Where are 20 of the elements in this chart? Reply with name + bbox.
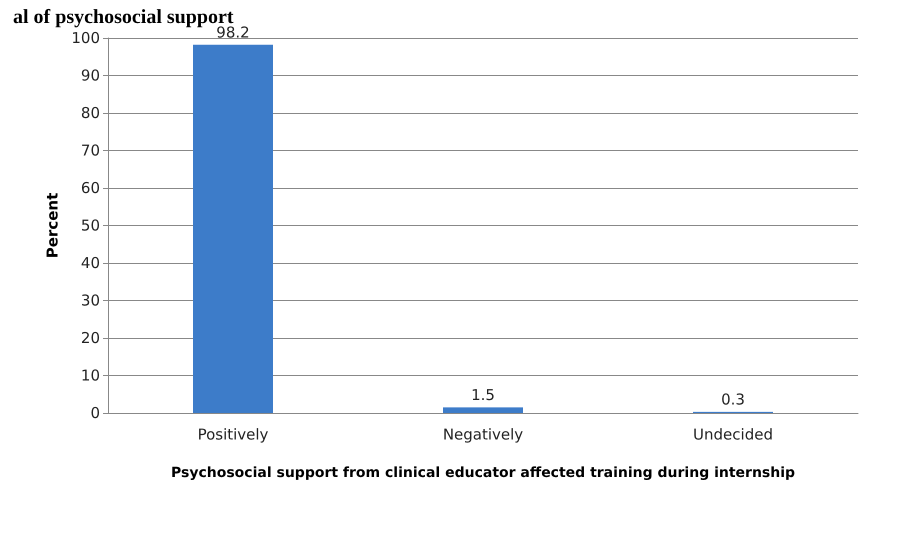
y-tick-label: 30 <box>80 292 100 310</box>
bar <box>193 44 273 413</box>
y-tick-label: 0 <box>90 404 100 422</box>
data-label: 1.5 <box>471 386 495 404</box>
x-tick-label: Undecided <box>693 426 773 444</box>
y-tick-label: 50 <box>80 216 100 234</box>
y-tick-label: 90 <box>80 66 100 84</box>
y-tick-label: 10 <box>80 366 100 384</box>
y-tick-label: 80 <box>80 104 100 122</box>
data-label: 0.3 <box>721 390 745 408</box>
y-tick-label: 60 <box>80 179 100 197</box>
x-axis-title: Psychosocial support from clinical educator affected training during internship <box>170 465 796 481</box>
y-tick-label: 20 <box>80 329 100 347</box>
y-tick-label: 40 <box>80 254 100 272</box>
y-tick-label: 70 <box>80 142 100 160</box>
x-tick-label: Negatively <box>442 426 524 444</box>
y-tick-label: 100 <box>71 29 100 47</box>
y-axis-title: Percent <box>44 192 62 258</box>
bar <box>443 407 523 413</box>
x-tick-label: Positively <box>198 426 269 444</box>
